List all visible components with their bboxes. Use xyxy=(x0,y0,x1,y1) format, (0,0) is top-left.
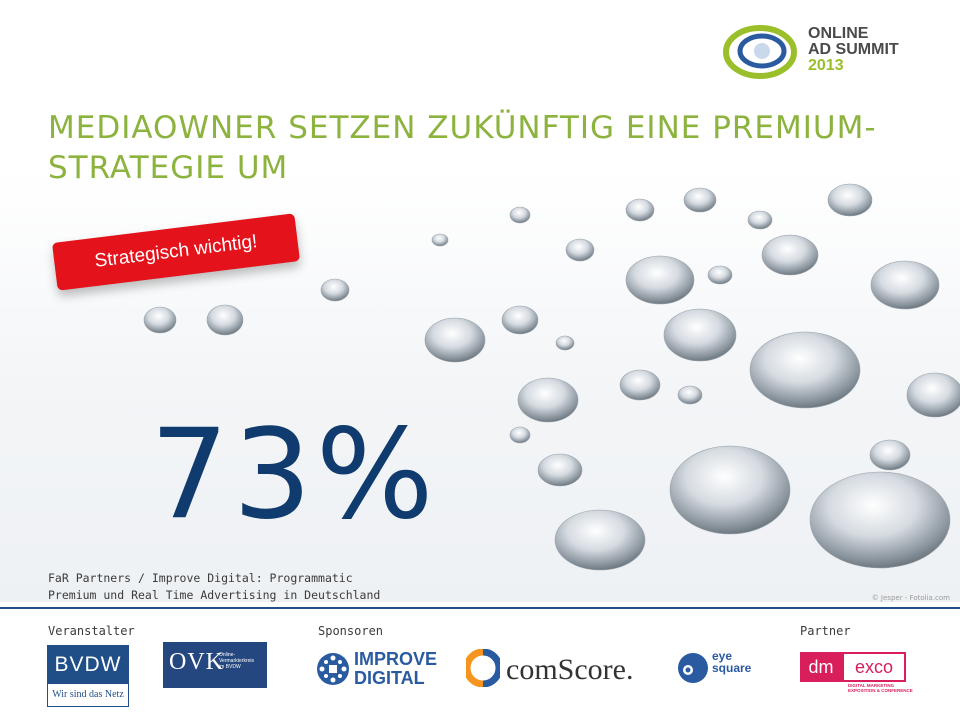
veranstalter-label: Veranstalter xyxy=(48,624,135,638)
dmexco-tag-line1: DIGITAL MARKETING xyxy=(848,683,895,688)
dmexco-tag-line2: EXPOSITION & CONFERENCE xyxy=(848,688,913,693)
summit-year: 2013 xyxy=(808,57,844,74)
improve-digital-text: IMPROVE DIGITAL xyxy=(354,650,437,688)
comscore-icon xyxy=(466,649,500,687)
dmexco-exco: exco xyxy=(842,652,906,682)
bvdw-tagline: Wir sind das Netz xyxy=(52,689,124,700)
image-credit: © Jesper - Fotolia.com xyxy=(871,594,950,602)
dmexco-tagline: DIGITAL MARKETING EXPOSITION & CONFERENC… xyxy=(848,683,913,693)
bvdw-logo: BVDW Wir sind das Netz xyxy=(47,645,129,707)
eye-square-icon xyxy=(678,653,708,683)
footer-divider xyxy=(0,607,960,609)
improve-digital-icon xyxy=(317,653,349,685)
sponsoren-label: Sponsoren xyxy=(318,624,384,638)
partner-label: Partner xyxy=(800,624,851,638)
dmexco-logo: dm exco DIGITAL MARKETING EXPOSITION & C… xyxy=(800,652,925,694)
improve-line2: DIGITAL xyxy=(354,668,425,688)
summit-logo-text: ONLINE AD SUMMIT 2013 xyxy=(808,26,899,74)
eye-square-text: eye square xyxy=(712,650,751,674)
slide-title: MEDIAOWNER SETZEN ZUKÜNFTIG EINE PREMIUM… xyxy=(48,110,877,186)
ovk-name: OVK xyxy=(169,649,224,675)
source-line2: Premium und Real Time Advertising in Deu… xyxy=(48,588,381,602)
ring-logo-icon xyxy=(723,25,797,79)
statistic-value: 73% xyxy=(150,403,438,547)
online-ad-summit-logo: ONLINE AD SUMMIT 2013 xyxy=(722,24,914,82)
dmexco-dm: dm xyxy=(800,652,842,682)
bvdw-name: BVDW xyxy=(48,646,128,684)
source-line1: FaR Partners / Improve Digital: Programm… xyxy=(48,571,353,585)
ovk-logo: OVK Online- Vermarkterkreis im BVDW xyxy=(163,642,267,688)
summit-line1: ONLINE xyxy=(808,25,869,42)
comscore-name: comScore. xyxy=(506,653,634,686)
summit-line2: AD SUMMIT xyxy=(808,41,899,58)
source-note: FaR Partners / Improve Digital: Programm… xyxy=(48,570,380,604)
improve-line1: IMPROVE xyxy=(354,649,438,669)
eye-square-line1: eye xyxy=(712,649,733,663)
ovk-desc-line2: Vermarkterkreis xyxy=(219,658,255,664)
ovk-desc-line1: Online- xyxy=(219,652,236,658)
eye-square-line2: square xyxy=(712,661,752,675)
ovk-description: Online- Vermarkterkreis im BVDW xyxy=(219,652,254,670)
ovk-desc-line3: im BVDW xyxy=(219,664,241,670)
